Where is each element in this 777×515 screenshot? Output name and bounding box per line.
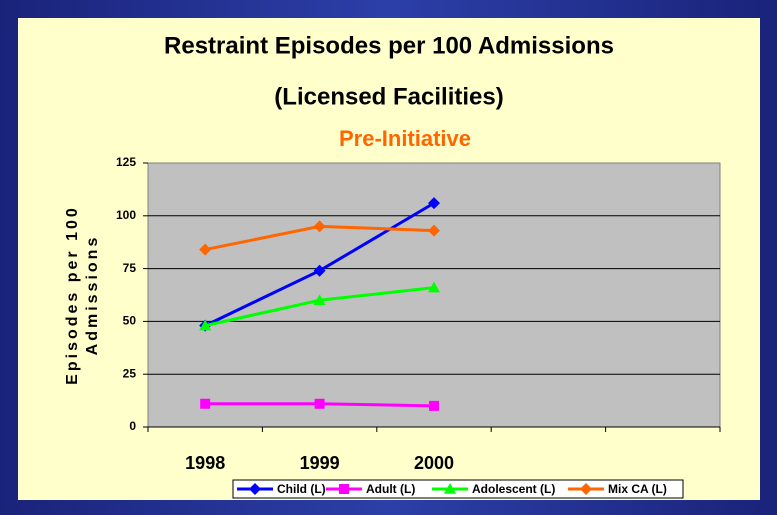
legend-label: Adolescent (L) bbox=[472, 482, 555, 496]
marker bbox=[313, 264, 326, 277]
marker bbox=[428, 197, 440, 210]
chart-subtitle: Pre-Initiative bbox=[339, 126, 471, 151]
marker bbox=[313, 294, 326, 306]
marker bbox=[428, 281, 440, 293]
legend-label: Mix CA (L) bbox=[608, 482, 667, 496]
plot-area bbox=[147, 162, 721, 428]
marker bbox=[580, 483, 592, 495]
marker bbox=[428, 224, 440, 237]
x-tick-label: 2000 bbox=[414, 453, 454, 473]
x-tick-label: 1998 bbox=[185, 453, 225, 473]
y-axis-label-line: Episodes per 100 bbox=[64, 205, 81, 385]
legend-label: Adult (L) bbox=[366, 482, 415, 496]
chart-title: (Licensed Facilities) bbox=[274, 83, 503, 110]
y-axis-label-line: Admissions bbox=[84, 235, 101, 356]
y-tick-label: 25 bbox=[123, 366, 137, 380]
marker bbox=[199, 319, 212, 331]
marker bbox=[339, 484, 349, 494]
marker bbox=[314, 398, 325, 409]
marker bbox=[200, 398, 211, 409]
marker bbox=[444, 483, 456, 494]
x-tick-label: 1999 bbox=[300, 453, 340, 473]
y-axis-label: Episodes per 100 Admissions bbox=[64, 205, 101, 385]
y-tick-label: 50 bbox=[123, 314, 137, 328]
legend-label: Child (L) bbox=[277, 482, 326, 496]
y-tick-label: 125 bbox=[116, 155, 136, 169]
marker bbox=[313, 220, 326, 233]
marker bbox=[429, 400, 439, 411]
y-tick-label: 75 bbox=[123, 261, 137, 275]
marker bbox=[249, 483, 261, 495]
y-tick-label: 0 bbox=[129, 419, 136, 433]
y-tick-label: 100 bbox=[116, 208, 136, 222]
chart-title: Restraint Episodes per 100 Admissions bbox=[164, 32, 614, 59]
marker bbox=[199, 243, 212, 256]
